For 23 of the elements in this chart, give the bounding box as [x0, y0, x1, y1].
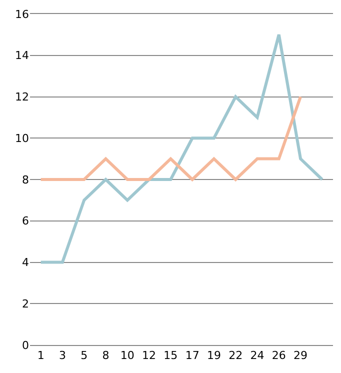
- x-tick-label: 1: [37, 349, 44, 362]
- y-tick-label: 6: [22, 214, 29, 228]
- x-tick-label: 29: [294, 349, 308, 362]
- y-tick-label: 2: [22, 297, 29, 310]
- x-tick-label: 12: [142, 349, 156, 362]
- x-tick-label: 26: [272, 349, 286, 362]
- x-tick-label: 5: [80, 349, 88, 362]
- y-tick-label: 16: [15, 8, 29, 21]
- y-tick-label: 8: [22, 173, 29, 186]
- y-tick-label: 10: [15, 132, 29, 145]
- x-tick-label: 22: [228, 349, 243, 362]
- y-tick-label: 4: [22, 256, 29, 270]
- x-tick-label: 24: [250, 349, 264, 362]
- x-tick-label: 19: [206, 349, 221, 362]
- y-tick-label: 12: [15, 90, 29, 104]
- line-series: [39, 33, 324, 264]
- x-tick-label: 10: [120, 349, 134, 362]
- x-tick-label: 17: [185, 349, 200, 362]
- y-tick-label: 14: [15, 49, 29, 62]
- x-tick-label: 15: [164, 349, 178, 362]
- y-tick-label: 0: [22, 338, 29, 352]
- x-tick-label: 3: [58, 349, 66, 362]
- x-tick-label: 8: [102, 349, 110, 362]
